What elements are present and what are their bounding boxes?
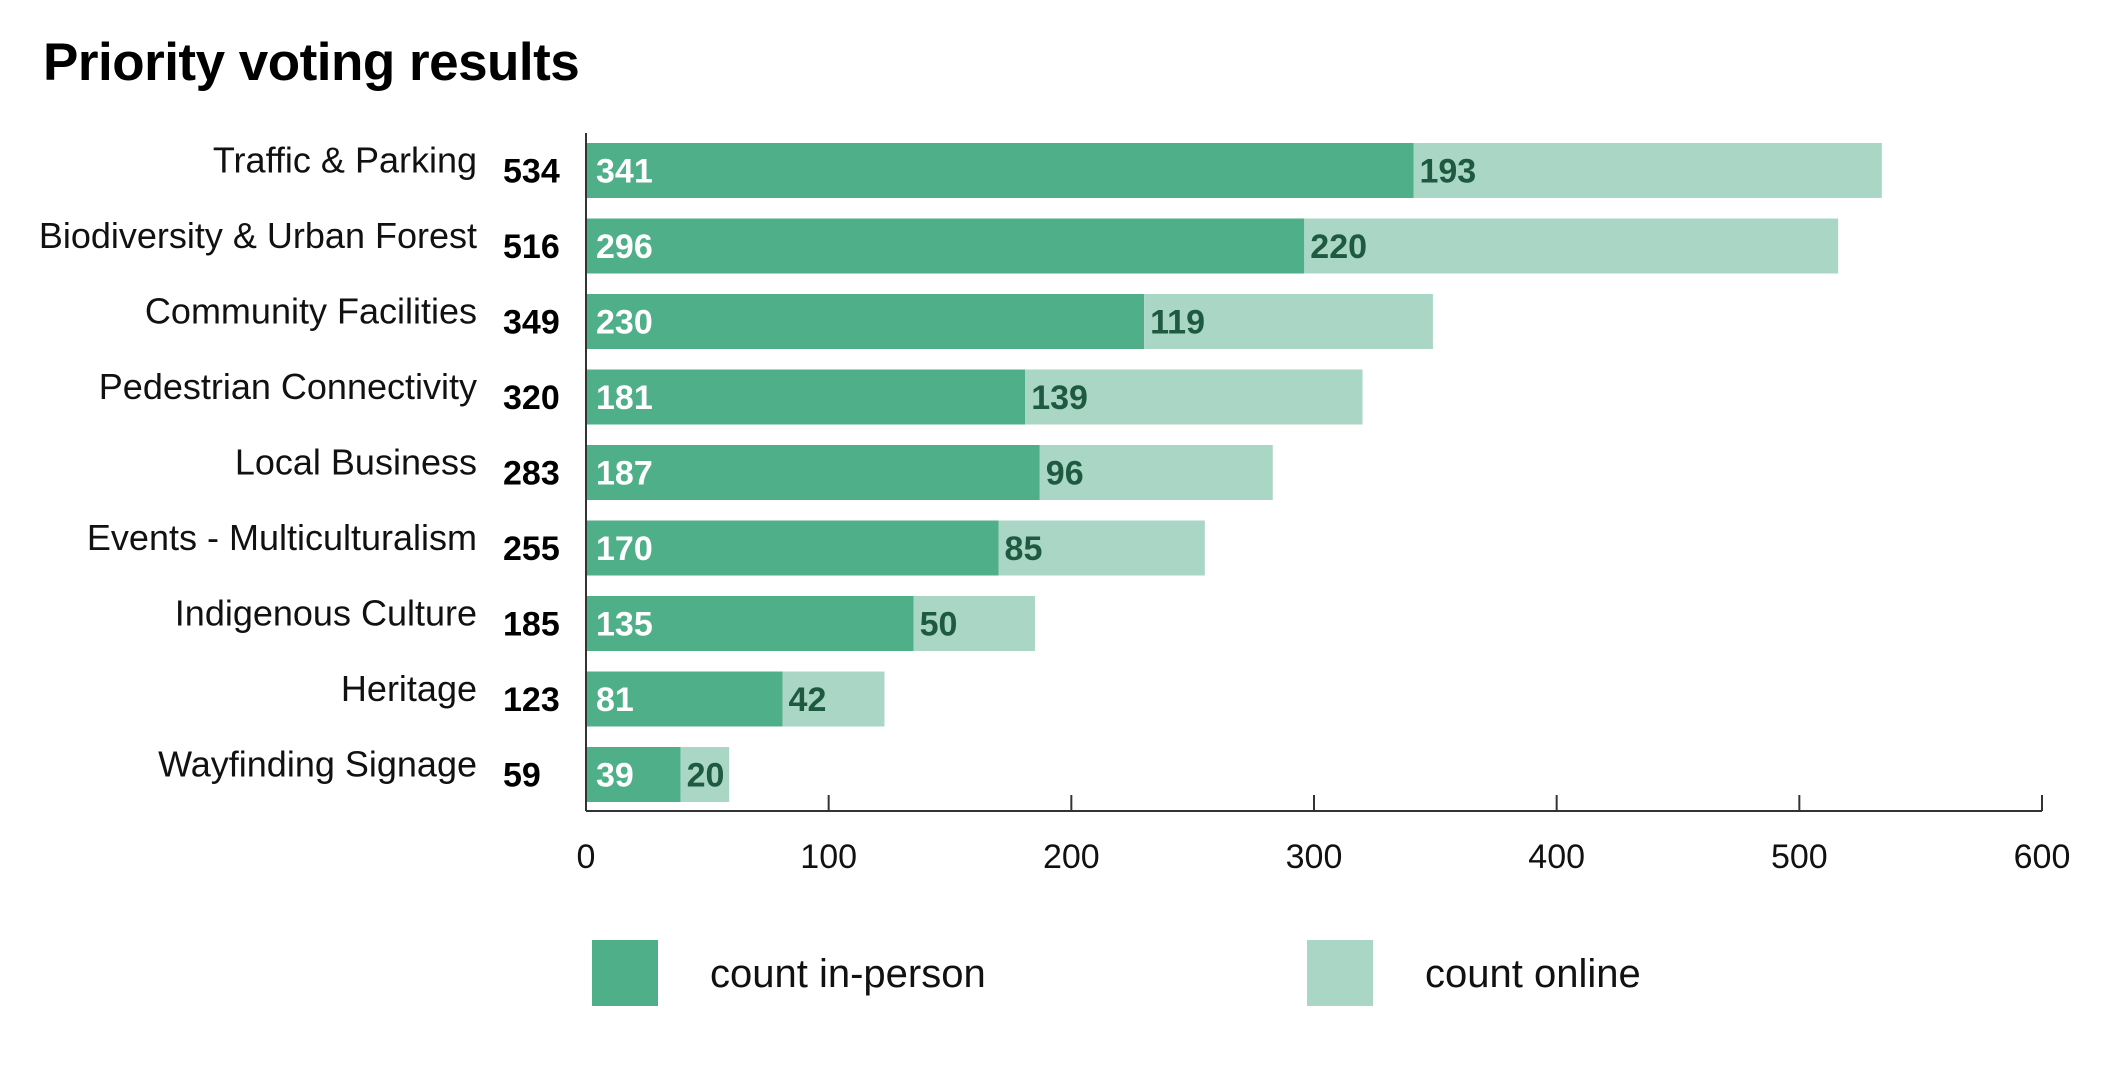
legend: count in-person count online [592, 940, 1641, 1006]
bar-in-person [586, 143, 1414, 198]
bar-in-person [586, 445, 1040, 500]
category-label: Events - Multiculturalism [87, 517, 477, 558]
x-tick-label: 400 [1528, 838, 1585, 876]
bar-in-person [586, 294, 1145, 349]
data-label-in-person: 81 [596, 681, 634, 719]
data-label-online: 220 [1310, 228, 1367, 266]
bar-online [1025, 369, 1363, 425]
x-tick-label: 600 [2014, 838, 2071, 876]
bars-layer: 341 193 296 220 230 119 181 139 187 96 170 85 135 50 8… [586, 143, 1882, 802]
bar-in-person [586, 747, 681, 802]
category-label: Traffic & Parking [213, 140, 477, 181]
x-tick-label: 0 [577, 838, 596, 876]
data-label-in-person: 135 [596, 606, 653, 644]
legend-swatch [1307, 940, 1373, 1006]
bar-in-person [586, 671, 783, 727]
x-tick-label: 100 [800, 838, 857, 876]
data-label-in-person: 341 [596, 153, 653, 191]
category-label: Heritage [341, 668, 477, 709]
bar-online [1304, 218, 1839, 274]
total-label: 516 [503, 228, 560, 266]
total-label: 59 [503, 757, 541, 795]
data-label-online: 119 [1150, 304, 1205, 342]
total-label: 320 [503, 379, 560, 417]
category-label: Pedestrian Connectivity [99, 366, 477, 407]
x-tick-label: 500 [1771, 838, 1828, 876]
data-label-online: 96 [1046, 455, 1084, 493]
bar-online [1144, 294, 1433, 349]
bar-online [1039, 445, 1273, 500]
total-label: 349 [503, 304, 560, 342]
data-label-in-person: 187 [596, 455, 653, 493]
bar-online [998, 520, 1205, 576]
data-label-in-person: 181 [596, 379, 653, 417]
legend-swatch [592, 940, 658, 1006]
data-label-online: 50 [920, 606, 958, 644]
chart-title: Priority voting results [43, 33, 580, 92]
bar-online [782, 671, 885, 727]
category-label: Indigenous Culture [175, 593, 477, 634]
x-axis: 0 100 200 300 400 500 600 [577, 133, 2071, 876]
data-label-in-person: 230 [596, 304, 653, 342]
data-label-online: 42 [789, 681, 827, 719]
bar-in-person [586, 596, 914, 651]
data-label-in-person: 296 [596, 228, 653, 266]
bar-in-person [586, 218, 1305, 274]
bar-online [680, 747, 730, 802]
total-label: 283 [503, 455, 560, 493]
category-label: Community Facilities [145, 291, 477, 332]
total-label: 185 [503, 606, 560, 644]
total-label: 255 [503, 530, 560, 568]
legend-label: count in-person [710, 952, 986, 996]
bar-online [913, 596, 1035, 651]
category-label: Biodiversity & Urban Forest [39, 215, 477, 256]
data-label-online: 20 [687, 757, 725, 795]
total-label: 534 [503, 153, 560, 191]
data-label-online: 193 [1419, 153, 1476, 191]
legend-label: count online [1425, 952, 1641, 996]
total-label: 123 [503, 681, 560, 719]
data-label-online: 139 [1031, 379, 1088, 417]
category-label: Local Business [235, 442, 477, 483]
data-label-in-person: 39 [596, 757, 634, 795]
data-label-online: 85 [1005, 530, 1043, 568]
x-tick-label: 300 [1286, 838, 1343, 876]
category-labels-layer: Traffic & Parking 534 Biodiversity & Urban… [39, 140, 560, 795]
bar-online [1413, 143, 1882, 198]
data-label-in-person: 170 [596, 530, 653, 568]
bar-in-person [586, 520, 999, 576]
category-label: Wayfinding Signage [158, 744, 477, 785]
bar-in-person [586, 369, 1026, 425]
x-tick-label: 200 [1043, 838, 1100, 876]
